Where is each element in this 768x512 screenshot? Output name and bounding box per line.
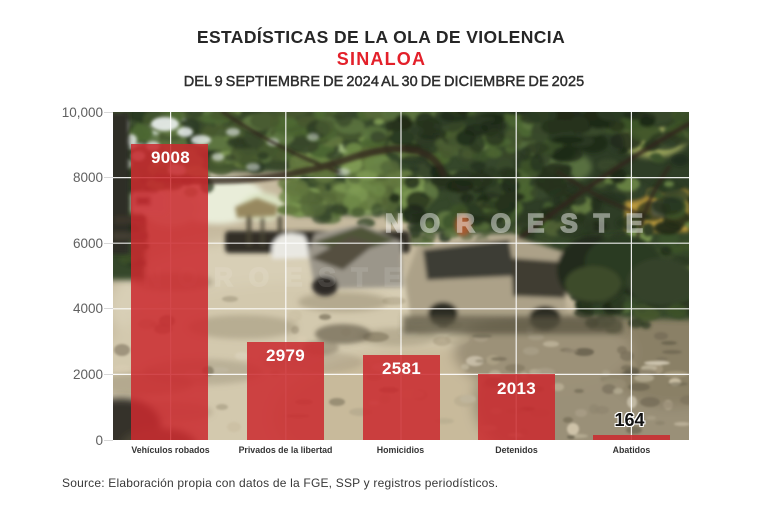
svg-text:NOROESTE: NOROESTE [385, 208, 659, 238]
